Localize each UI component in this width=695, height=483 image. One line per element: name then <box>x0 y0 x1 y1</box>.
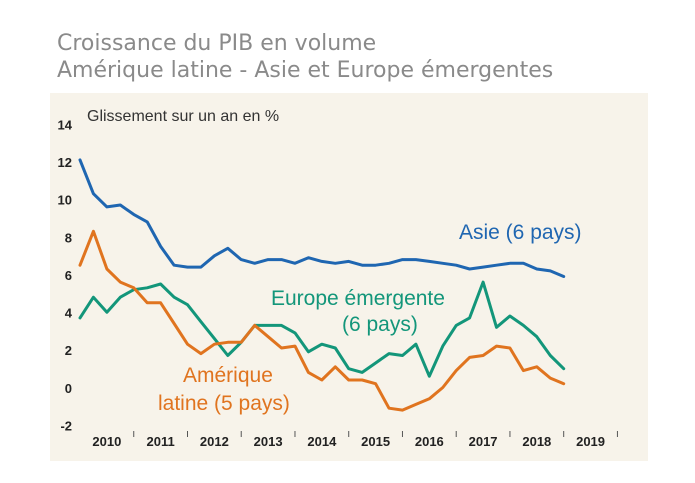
x-axis-ticks: 2010 2011 2012 2013 2014 2015 2016 2017 2018 2019 <box>92 431 618 449</box>
y-tick-label: 12 <box>58 155 72 170</box>
series-annotations: Asie (6 pays) Europe émergente (6 pays) … <box>158 221 582 415</box>
y-axis-ticks: -2 0 2 4 6 8 10 12 14 <box>58 117 73 433</box>
x-tick-label: 2015 <box>361 434 390 449</box>
y-tick-label: 14 <box>58 117 73 132</box>
x-tick-label: 2014 <box>307 434 337 449</box>
y-tick-label: 4 <box>65 306 73 321</box>
x-tick-label: 2019 <box>576 434 605 449</box>
europe-series-label-line-1: Europe émergente <box>271 287 445 310</box>
asia-series-label: Asie (6 pays) <box>459 221 582 244</box>
y-tick-label: -2 <box>60 418 72 433</box>
asia-series-line <box>78 158 566 278</box>
y-tick-label: 6 <box>65 268 72 283</box>
series-lines <box>78 158 566 412</box>
latam-series-label-line-2: latine (5 pays) <box>158 392 290 415</box>
y-tick-label: 8 <box>65 230 72 245</box>
latam-series-line <box>78 229 566 412</box>
x-tick-label: 2017 <box>469 434 498 449</box>
gdp-growth-chart: Glissement sur un an en % -202468101214 … <box>50 93 648 461</box>
y-axis-label: Glissement sur un an en % <box>87 108 279 125</box>
y-tick-label: 10 <box>58 193 72 208</box>
europe-series-line <box>78 280 566 378</box>
x-tick-label: 2018 <box>522 434 551 449</box>
plot-background <box>50 93 648 461</box>
x-tick-label: 2016 <box>415 434 444 449</box>
y-tick-label: 2 <box>65 343 72 358</box>
x-tick-label: 2013 <box>254 434 283 449</box>
x-tick-label: 2012 <box>200 434 229 449</box>
latam-series-label-line-1: Amérique <box>183 364 273 387</box>
europe-series-label-line-2: (6 pays) <box>342 313 418 336</box>
x-tick-label: 2011 <box>147 434 175 449</box>
chart-title-line-2: Amérique latine - Asie et Europe émergen… <box>57 58 554 83</box>
x-tick-label: 2010 <box>92 434 121 449</box>
chart-title-line-1: Croissance du PIB en volume <box>57 31 377 56</box>
y-tick-label: 0 <box>65 381 72 396</box>
